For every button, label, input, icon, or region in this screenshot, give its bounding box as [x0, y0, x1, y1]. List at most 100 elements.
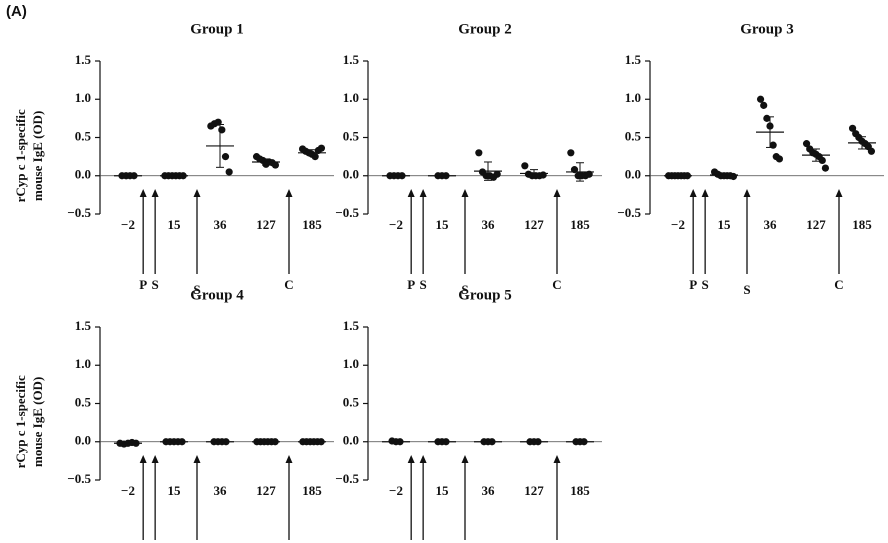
arrow-label: P: [689, 277, 697, 292]
arrow-head: [285, 189, 293, 197]
y-tick-label: 0.0: [75, 167, 91, 182]
x-tick-label: 185: [570, 217, 590, 232]
y-tick-label: 1.5: [343, 318, 360, 333]
arrow-head: [139, 189, 147, 197]
x-tick-label: 36: [214, 217, 228, 232]
x-tick-label: 127: [256, 217, 276, 232]
y-axis-label: mouse IgE (OD): [30, 377, 45, 467]
arrow-head: [835, 189, 843, 197]
y-axis-label: rCyp c 1-specific: [13, 109, 28, 202]
y-tick-label: 0.5: [343, 128, 360, 143]
x-tick-label: 15: [436, 483, 450, 498]
arrow-head: [689, 189, 697, 197]
x-tick-label: 15: [436, 217, 450, 232]
arrow-head: [151, 189, 159, 197]
x-tick-label: 127: [524, 217, 544, 232]
data-point: [539, 171, 547, 179]
y-tick-label: 0.5: [75, 128, 92, 143]
data-point: [221, 153, 230, 161]
y-tick-label: 1.0: [343, 90, 359, 105]
arrow-label: P: [139, 277, 147, 292]
data-point: [567, 149, 575, 157]
data-point: [867, 147, 876, 155]
x-tick-label: 36: [482, 217, 496, 232]
data-point: [271, 161, 280, 169]
arrow-label: C: [834, 277, 843, 292]
y-tick-label: 0.0: [343, 433, 359, 448]
arrow-head: [419, 455, 427, 463]
x-tick-label: 127: [524, 483, 544, 498]
arrow-head: [193, 189, 201, 197]
y-tick-label: −0.5: [67, 205, 91, 220]
data-point: [760, 101, 768, 109]
arrow-head: [193, 455, 201, 463]
x-tick-label: 127: [806, 217, 826, 232]
y-tick-label: 0.0: [343, 167, 359, 182]
y-tick-label: 1.5: [75, 52, 92, 67]
panel-label: (A): [6, 3, 27, 20]
x-tick-label: −2: [389, 217, 403, 232]
arrow-head: [407, 455, 415, 463]
x-tick-label: 15: [718, 217, 732, 232]
arrow-label: S: [152, 277, 159, 292]
data-point: [475, 149, 483, 157]
chart-title: Group 3: [740, 21, 794, 37]
y-tick-label: 0.5: [343, 394, 360, 409]
data-point: [317, 144, 326, 152]
x-tick-label: 36: [764, 217, 778, 232]
arrow-head: [461, 455, 469, 463]
chart-title: Group 1: [190, 21, 244, 37]
arrow-label: S: [702, 277, 709, 292]
arrow-head: [151, 455, 159, 463]
data-point: [848, 124, 857, 132]
y-tick-label: −0.5: [67, 471, 91, 486]
arrow-label: C: [552, 277, 561, 292]
arrow-label: S: [420, 277, 427, 292]
arrow-head: [553, 455, 561, 463]
arrow-head: [743, 189, 751, 197]
data-point: [521, 162, 529, 170]
data-point: [802, 140, 811, 148]
x-tick-label: 127: [256, 483, 276, 498]
data-point: [763, 114, 771, 122]
data-point: [311, 153, 319, 161]
data-point: [225, 168, 233, 176]
data-point: [493, 170, 501, 178]
y-tick-label: 0.0: [625, 167, 641, 182]
y-tick-label: 1.0: [75, 356, 91, 371]
y-axis-label: mouse IgE (OD): [30, 111, 45, 201]
data-point: [729, 172, 738, 181]
arrow-head: [419, 189, 427, 197]
chart-title: Group 5: [458, 287, 512, 303]
data-point: [775, 155, 784, 163]
y-tick-label: 1.0: [343, 356, 359, 371]
y-tick-label: −0.5: [617, 205, 641, 220]
chart-title: Group 2: [458, 21, 512, 37]
x-tick-label: −2: [121, 483, 135, 498]
arrow-head: [407, 189, 415, 197]
x-tick-label: 36: [482, 483, 496, 498]
x-tick-label: 36: [214, 483, 228, 498]
arrow-head: [461, 189, 469, 197]
y-tick-label: −0.5: [335, 471, 359, 486]
y-tick-label: 1.0: [75, 90, 91, 105]
x-tick-label: 185: [570, 483, 590, 498]
y-tick-label: 0.0: [75, 433, 91, 448]
x-tick-label: 185: [302, 217, 322, 232]
data-point: [818, 156, 826, 165]
y-tick-label: 1.0: [625, 90, 641, 105]
data-point: [218, 126, 226, 134]
arrow-label: S: [461, 282, 468, 297]
y-tick-label: 1.5: [75, 318, 92, 333]
arrow-head: [285, 455, 293, 463]
y-axis-label: rCyp c 1-specific: [13, 375, 28, 468]
data-point: [821, 164, 830, 172]
x-tick-label: 15: [168, 483, 182, 498]
arrow-head: [701, 189, 709, 197]
arrow-head: [553, 189, 561, 197]
y-tick-label: 1.5: [625, 52, 642, 67]
chart-title: Group 4: [190, 287, 244, 303]
arrow-head: [139, 455, 147, 463]
y-tick-label: 1.5: [343, 52, 360, 67]
